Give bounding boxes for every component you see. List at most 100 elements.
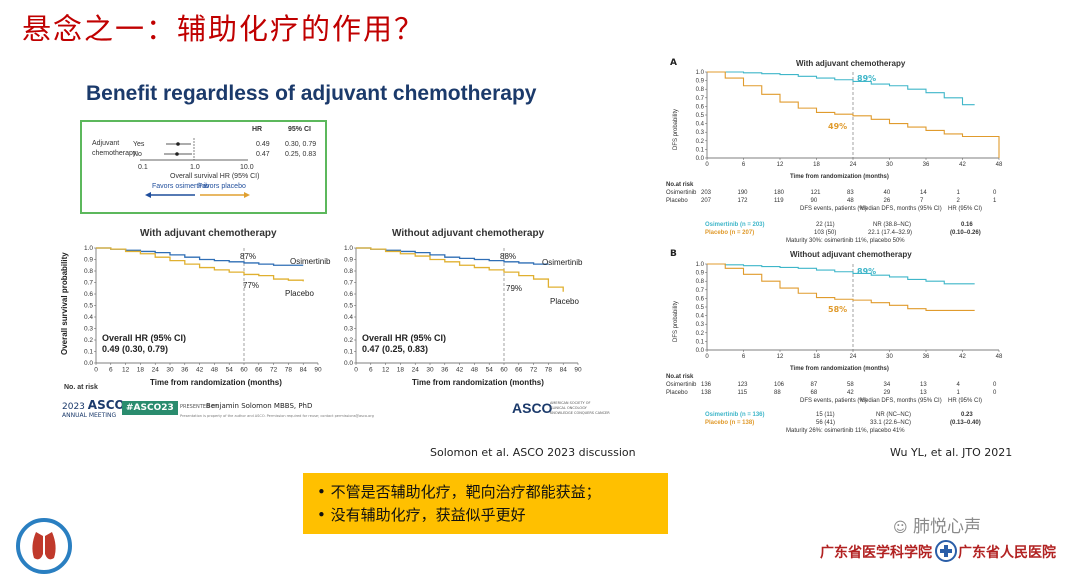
x-tick-label: 30 — [886, 354, 893, 360]
x-tick-label: 24 — [412, 367, 420, 374]
x-tick-label: 18 — [397, 367, 405, 374]
forest-row-ci-yes: 0.30, 0.79 — [285, 141, 317, 148]
dfs-a-table-row-1-name: Placebo (n = 207) — [705, 230, 755, 236]
y-tick-label: 0.1 — [344, 349, 353, 356]
presenter-name: Benjamin Solomon MBBS, PhD — [206, 402, 313, 410]
km1-ylabel: Overall survival probability — [60, 252, 69, 355]
dfs-b-chart: 0.0 0.1 0.2 0.3 0.4 0.5 0.6 0.7 0.8 0.9 1.0 0 6 12 18 2… — [696, 262, 1003, 360]
dfs-a-at-risk-name-1: Placebo — [666, 198, 688, 204]
x-tick-label: 6 — [742, 354, 746, 360]
forest-plot-svg — [140, 138, 248, 161]
dfs-a-table-footnote: Maturity 30%: osimertinib 11%, placebo 5… — [786, 238, 905, 244]
at-risk-value: 119 — [774, 198, 784, 204]
dfs-a-table-row-1-median: 22.1 (17.4–32.9) — [868, 230, 913, 236]
x-tick-label: 12 — [382, 367, 390, 374]
wechat-watermark: ☺ 肺悦心声 — [893, 512, 981, 537]
x-tick-label: 90 — [314, 367, 322, 374]
at-risk-value: 2 — [956, 198, 960, 204]
forest-ci-header: 95% CI — [288, 126, 311, 133]
dfs-a-table-row-1-hr: (0.10–0.26) — [950, 230, 981, 236]
km2-hr-value: 0.47 (0.25, 0.83) — [362, 344, 429, 354]
dfs-a-table-row-1-events: 103 (50) — [814, 230, 837, 236]
presentation-disclaimer: Presentation is property of the author a… — [180, 414, 374, 418]
forest-tick-0: 0.1 — [138, 164, 148, 171]
citation-right: Wu YL, et al. JTO 2021 — [890, 446, 1013, 459]
at-risk-value: 0 — [993, 382, 997, 388]
km1-at-risk-label: No. at risk — [64, 384, 98, 391]
dfs-a-annotation-osimertinib: 89% — [857, 74, 877, 83]
at-risk-value: 0 — [993, 190, 997, 196]
dfs-b-table-header-3: HR (95% CI) — [948, 398, 983, 404]
at-risk-value: 29 — [883, 390, 891, 396]
y-tick-label: 0.9 — [696, 271, 705, 277]
y-tick-label: 1.0 — [696, 70, 705, 76]
at-risk-value: 88 — [774, 390, 781, 396]
at-risk-value: 0 — [993, 390, 997, 396]
y-tick-label: 0.4 — [344, 314, 353, 321]
x-tick-label: 18 — [813, 162, 820, 168]
x-tick-label: 42 — [959, 354, 966, 360]
dfs-a-title: With adjuvant chemotherapy — [796, 59, 906, 68]
y-tick-label: 0.0 — [344, 360, 353, 367]
at-risk-value: 42 — [847, 390, 854, 396]
forest-row-ci-no: 0.25, 0.83 — [285, 151, 317, 158]
dfs-a-at-risk-label: No.at risk — [666, 182, 694, 188]
at-risk-value: 83 — [847, 190, 854, 196]
at-risk-value: 13 — [920, 390, 927, 396]
dfs-a-xlabel: Time from randomization (months) — [790, 174, 889, 180]
x-tick-label: 24 — [152, 367, 160, 374]
at-risk-value: 136 — [701, 382, 712, 388]
x-tick-label: 24 — [850, 162, 857, 168]
x-tick-label: 84 — [560, 367, 568, 374]
y-tick-label: 0.9 — [84, 257, 93, 264]
y-tick-label: 0.7 — [696, 288, 705, 294]
x-tick-label: 36 — [441, 367, 449, 374]
x-tick-label: 6 — [742, 162, 746, 168]
dfs-b-annotation-placebo: 58% — [828, 305, 848, 314]
y-tick-label: 0.2 — [696, 139, 705, 145]
at-risk-value: 1 — [956, 390, 960, 396]
dfs-a-chart: 0.0 0.1 0.2 0.3 0.4 0.5 0.6 0.7 0.8 0.9 1.0 0 6 12 18 2… — [696, 70, 1003, 168]
y-tick-label: 0.3 — [696, 322, 705, 328]
km2-annotation-osimertinib: 88% — [500, 252, 517, 261]
y-tick-label: 0.5 — [696, 305, 705, 311]
series-line-osimertinib — [707, 71, 975, 106]
dfs-a-table-row-0-median: NR (38.8–NC) — [873, 222, 912, 228]
at-risk-value: 48 — [847, 198, 854, 204]
forest-group-label-2: chemotherapy — [92, 150, 137, 157]
institution-left: 广东省医学科学院 — [820, 545, 932, 561]
y-tick-label: 1.0 — [696, 262, 705, 268]
forest-row-hr-yes: 0.49 — [256, 141, 270, 148]
dfs-b-at-risk-name-0: Osimertinib — [666, 382, 697, 388]
dfs-a-ylabel: DFS probability — [673, 108, 679, 150]
km1-hr-label: Overall HR (95% CI) — [102, 333, 187, 343]
km2-chart: 0.0 0.1 0.2 0.3 0.4 0.5 0.6 0.7 0.8 0.9 1.0 0 6 12 18 2… — [344, 245, 582, 374]
y-tick-label: 0.0 — [84, 360, 93, 367]
x-tick-label: 66 — [515, 367, 523, 374]
dfs-a-table-row-0-name: Osimertinib (n = 203) — [705, 222, 765, 228]
at-risk-value: 14 — [920, 190, 927, 196]
dfs-b-table-header-2: Median DFS, months (95% CI) — [860, 398, 942, 404]
dfs-b-table-row-0-events: 15 (11) — [816, 412, 835, 418]
y-tick-label: 0.8 — [84, 268, 93, 275]
series-line-placebo — [96, 247, 304, 282]
y-tick-label: 0.1 — [696, 339, 705, 345]
x-tick-label: 30 — [166, 367, 174, 374]
y-tick-label: 0.6 — [344, 291, 353, 298]
asco-society-line-2: CLINICAL ONCOLOGY — [550, 406, 587, 410]
citation-left: Solomon et al. ASCO 2023 discussion — [430, 446, 636, 459]
x-tick-label: 42 — [959, 162, 966, 168]
km2-title: Without adjuvant chemotherapy — [392, 228, 545, 239]
asco-society-text: AMERICAN SOCIETY OF CLINICAL ONCOLOGY KN… — [550, 401, 610, 416]
slide-title: 悬念之一：辅助化疗的作用？ — [22, 12, 426, 46]
dfs-b-table-header-1: DFS events, patients (%) — [800, 398, 867, 404]
y-tick-label: 0.7 — [84, 280, 93, 287]
y-tick-label: 0.7 — [344, 280, 353, 287]
km2-hr-label: Overall HR (95% CI) — [362, 333, 447, 343]
presented-by-label: PRESENTED BY: — [180, 404, 219, 410]
x-tick-label: 84 — [300, 367, 308, 374]
at-risk-value: 1 — [956, 190, 960, 196]
series-line-osimertinib — [96, 247, 304, 266]
at-risk-value: 123 — [737, 382, 748, 388]
summary-box: • 不管是否辅助化疗，靶向治疗都能获益； • 没有辅助化疗，获益似乎更好 — [303, 473, 668, 534]
